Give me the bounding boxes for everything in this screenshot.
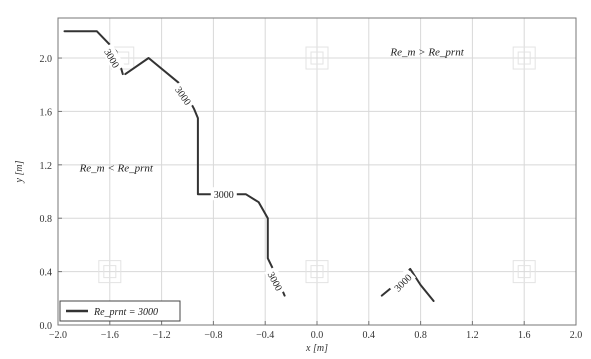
contour-label: 3000 [214, 190, 234, 201]
x-tick-label: 0.0 [311, 330, 324, 341]
x-tick-label: −1.2 [153, 330, 171, 341]
x-tick-label: 2.0 [570, 330, 583, 341]
contour-label-group: 3000 [210, 187, 237, 201]
y-tick-label: 2.0 [40, 54, 53, 65]
legend: Re_prnt = 3000 [59, 300, 181, 322]
decorative-square-inner [103, 265, 117, 279]
contour-label-background [210, 187, 237, 201]
x-tick-label: −0.4 [256, 330, 274, 341]
axis-ticks: −2.0 −1.6 −1.2 −0.8 −0.4 0.0 0.4 0.8 1.2 1.6 2.0 0.… [40, 54, 583, 341]
contour-label-background [264, 266, 288, 296]
decorative-square [512, 46, 536, 70]
x-tick-label: 1.2 [466, 330, 479, 341]
region-label-below: Re_m < Re_prnt [79, 163, 154, 175]
x-tick-label: −2.0 [49, 330, 67, 341]
legend-box [59, 300, 181, 322]
y-tick-label: 0.4 [40, 268, 53, 279]
region-label-above: Re_m > Re_prnt [389, 46, 464, 58]
decorative-square [305, 260, 329, 284]
region-labels: Re_m > Re_prnt Re_m < Re_prnt [79, 46, 465, 174]
decorative-square-inner [310, 265, 324, 279]
x-tick-label: 0.4 [363, 330, 376, 341]
decorative-square [98, 260, 122, 284]
x-tick-label: −0.8 [204, 330, 222, 341]
decorative-square [305, 46, 329, 70]
decorative-square [512, 260, 536, 284]
contour-label-background [100, 43, 125, 73]
y-tick-label: 1.2 [40, 161, 53, 172]
decorative-square-inner [517, 265, 531, 279]
decorative-square-inner [517, 51, 531, 65]
legend-label: Re_prnt = 3000 [93, 307, 158, 318]
y-axis-label: y [m] [14, 160, 25, 183]
decorative-square-inner [310, 51, 324, 65]
y-tick-label: 0.0 [40, 321, 53, 332]
x-tick-label: 0.8 [414, 330, 427, 341]
y-tick-label: 0.8 [40, 214, 53, 225]
contour-label-background [171, 80, 197, 110]
x-tick-label: −1.6 [101, 330, 119, 341]
x-tick-label: 1.6 [518, 330, 531, 341]
x-axis-label: x [m] [305, 343, 328, 354]
y-tick-label: 1.6 [40, 107, 53, 118]
contour-label-background [388, 268, 416, 296]
